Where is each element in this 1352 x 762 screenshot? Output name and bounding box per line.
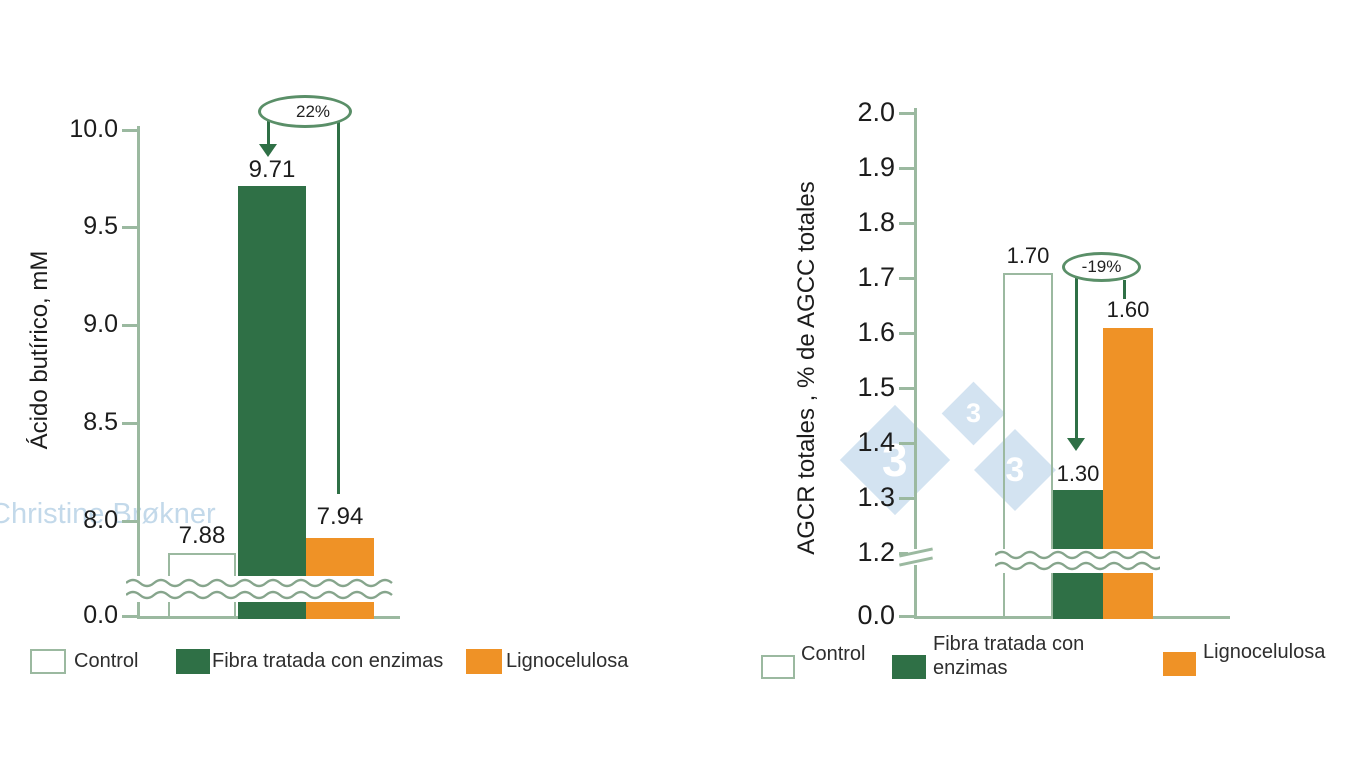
left-percent-label: 22% xyxy=(295,101,331,121)
left-y-tick-label: 0.0 xyxy=(83,601,118,629)
left-annotation-arrow-line xyxy=(267,120,270,146)
right-value-label-control: 1.70 xyxy=(1006,243,1050,268)
right-percent-ellipse: -19% xyxy=(1062,252,1141,282)
legend-label-control: Control xyxy=(74,650,139,672)
legend-label-control: Control xyxy=(801,643,866,665)
legend-swatch-control xyxy=(30,649,66,674)
legend-swatch-lignocellulose xyxy=(1163,652,1196,676)
left-value-label-enzyme: 9.71 xyxy=(248,156,296,183)
left-y-tick-label: 8.5 xyxy=(83,408,118,436)
right-tick-mark xyxy=(899,112,914,115)
right-tick-mark xyxy=(899,497,914,500)
watermark-logo-digit: 3 xyxy=(965,398,982,428)
right-y-tick-label: 0.0 xyxy=(857,600,895,630)
right-tick-mark xyxy=(899,332,914,335)
right-y-tick-label: 1.4 xyxy=(857,427,895,457)
right-y-tick-label: 2.0 xyxy=(857,97,895,127)
left-value-label-lignocellulose: 7.94 xyxy=(316,503,364,530)
legend-label-enzyme-line2: enzimas xyxy=(933,657,1008,679)
left-y-tick-label: 10.0 xyxy=(69,115,118,143)
left-annotation-drop-line xyxy=(337,121,340,494)
right-tick-mark xyxy=(899,222,914,225)
right-annotation-stub-line xyxy=(1123,280,1126,299)
legend-label-enzyme-line1: Fibra tratada con xyxy=(933,633,1085,655)
right-tick-mark xyxy=(899,277,914,280)
legend-swatch-lignocellulose xyxy=(466,649,502,674)
legend-swatch-control xyxy=(761,655,795,679)
left-y-tick-label: 9.0 xyxy=(83,310,118,338)
right-value-label-lignocellulose: 1.60 xyxy=(1106,297,1150,322)
left-tick-mark xyxy=(122,615,137,618)
left-y-tick-label: 9.5 xyxy=(83,212,118,240)
left-annotation-arrowhead-icon xyxy=(259,144,277,157)
left-y-tick-label: 8.0 xyxy=(83,506,118,534)
right-y-tick-label: 1.3 xyxy=(857,482,895,512)
left-value-label-control: 7.88 xyxy=(178,522,226,549)
right-annotation-arrow-line xyxy=(1075,276,1078,440)
right-axis-break-wave xyxy=(995,549,1160,573)
right-y-tick-label: 1.6 xyxy=(857,317,895,347)
right-y-tick-label: 1.9 xyxy=(857,152,895,182)
right-tick-mark xyxy=(899,442,914,445)
left-tick-mark xyxy=(122,422,137,425)
right-y-axis-line xyxy=(914,108,917,619)
left-percent-ellipse: 22% xyxy=(258,95,352,128)
left-bar-enzyme-treated-fiber xyxy=(238,186,306,619)
right-value-label-enzyme: 1.30 xyxy=(1056,461,1100,486)
left-tick-mark xyxy=(122,520,137,523)
right-annotation-arrowhead-icon xyxy=(1067,438,1085,451)
left-tick-mark xyxy=(122,324,137,327)
legend-swatch-enzyme xyxy=(176,649,210,674)
right-y-tick-label: 1.5 xyxy=(857,372,895,402)
right-y-tick-label: 1.7 xyxy=(857,262,895,292)
right-y-axis-title: AGCR totales , % de AGCC totales xyxy=(793,181,820,555)
watermark-diamond-logo: 3 xyxy=(941,381,1006,446)
watermark-author-text: Christine Brøkner xyxy=(0,498,216,530)
right-percent-label: -19% xyxy=(1081,257,1122,276)
legend-label-lignocellulose: Lignocelulosa xyxy=(1203,641,1326,663)
right-tick-mark xyxy=(899,167,914,170)
legend-label-lignocellulose: Lignocelulosa xyxy=(506,650,629,672)
left-y-axis-line xyxy=(137,126,140,619)
right-y-tick-label: 1.2 xyxy=(857,537,895,567)
right-bar-control xyxy=(1003,273,1053,619)
left-axis-break-wave xyxy=(126,576,400,602)
right-y-tick-label: 1.8 xyxy=(857,207,895,237)
right-tick-mark xyxy=(899,615,914,618)
legend-swatch-enzyme xyxy=(892,655,926,679)
right-tick-mark xyxy=(899,387,914,390)
legend-label-enzyme: Fibra tratada con enzimas xyxy=(212,650,444,672)
left-tick-mark xyxy=(122,129,137,132)
left-tick-mark xyxy=(122,226,137,229)
